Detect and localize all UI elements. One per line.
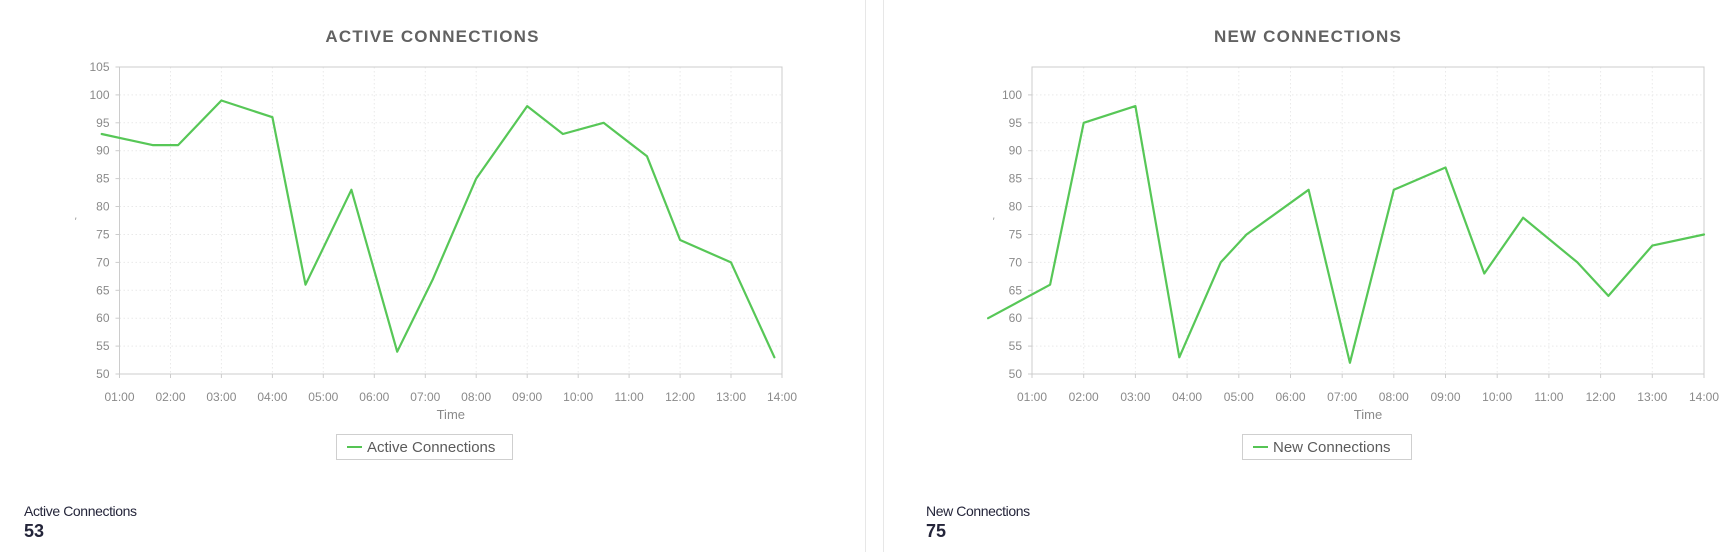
svg-text:70: 70 bbox=[96, 255, 110, 269]
svg-text:80: 80 bbox=[96, 200, 110, 214]
svg-text:01:00: 01:00 bbox=[1017, 390, 1047, 404]
svg-text:07:00: 07:00 bbox=[1327, 390, 1357, 404]
svg-text:10:00: 10:00 bbox=[563, 390, 593, 404]
svg-text:09:00: 09:00 bbox=[512, 390, 542, 404]
svg-text:50: 50 bbox=[96, 367, 110, 381]
svg-text:02:00: 02:00 bbox=[1069, 390, 1099, 404]
svg-text:80: 80 bbox=[1009, 200, 1023, 214]
svg-text:02:00: 02:00 bbox=[155, 390, 185, 404]
svg-text:12:00: 12:00 bbox=[665, 390, 695, 404]
svg-text:60: 60 bbox=[96, 311, 110, 325]
svg-text:85: 85 bbox=[96, 172, 110, 186]
svg-text:75: 75 bbox=[1009, 228, 1023, 242]
svg-text:05:00: 05:00 bbox=[1224, 390, 1254, 404]
svg-text:14:00: 14:00 bbox=[767, 390, 797, 404]
svg-text:90: 90 bbox=[1009, 144, 1023, 158]
svg-text:95: 95 bbox=[1009, 116, 1023, 130]
svg-text:60: 60 bbox=[1009, 311, 1023, 325]
svg-text:11:00: 11:00 bbox=[615, 390, 644, 404]
svg-text:03:00: 03:00 bbox=[206, 390, 236, 404]
svg-text:10:00: 10:00 bbox=[1482, 390, 1512, 404]
svg-text:12:00: 12:00 bbox=[1586, 390, 1616, 404]
svg-text:Time: Time bbox=[437, 407, 465, 422]
svg-text:70: 70 bbox=[1009, 255, 1023, 269]
svg-text:85: 85 bbox=[1009, 172, 1023, 186]
svg-text:75: 75 bbox=[96, 228, 110, 242]
svg-text:65: 65 bbox=[1009, 283, 1023, 297]
svg-text:Time: Time bbox=[1354, 407, 1382, 422]
svg-text:07:00: 07:00 bbox=[410, 390, 440, 404]
svg-text:65: 65 bbox=[96, 283, 110, 297]
svg-text:05:00: 05:00 bbox=[308, 390, 338, 404]
svg-text:50: 50 bbox=[1009, 367, 1023, 381]
svg-text:09:00: 09:00 bbox=[1430, 390, 1460, 404]
svg-text:14:00: 14:00 bbox=[1689, 390, 1719, 404]
svg-text:100: 100 bbox=[1002, 88, 1022, 102]
svg-text:04:00: 04:00 bbox=[1172, 390, 1202, 404]
svg-text:06:00: 06:00 bbox=[1275, 390, 1305, 404]
svg-text:95: 95 bbox=[96, 116, 110, 130]
svg-text:03:00: 03:00 bbox=[1120, 390, 1150, 404]
svg-text:08:00: 08:00 bbox=[461, 390, 491, 404]
svg-text:55: 55 bbox=[96, 339, 110, 353]
svg-text:06:00: 06:00 bbox=[359, 390, 389, 404]
svg-text:04:00: 04:00 bbox=[257, 390, 287, 404]
svg-text:11:00: 11:00 bbox=[1534, 390, 1563, 404]
svg-text:13:00: 13:00 bbox=[716, 390, 746, 404]
svg-text:13:00: 13:00 bbox=[1637, 390, 1667, 404]
svg-text:55: 55 bbox=[1009, 339, 1023, 353]
svg-text:90: 90 bbox=[96, 144, 110, 158]
svg-text:08:00: 08:00 bbox=[1379, 390, 1409, 404]
svg-text:105: 105 bbox=[89, 60, 109, 74]
svg-text:01:00: 01:00 bbox=[104, 390, 134, 404]
svg-text:100: 100 bbox=[89, 88, 109, 102]
